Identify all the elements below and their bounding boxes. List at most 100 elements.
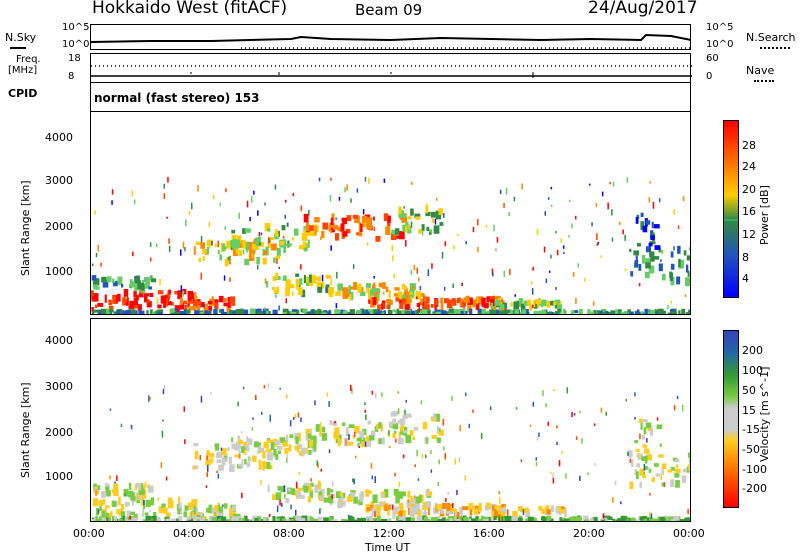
velocity-echo-cell [343,492,346,498]
power-echo-cell [404,291,410,301]
velocity-ytick-3000: 3000 [45,380,73,393]
power-echo-cell [224,298,227,303]
power-noise-cell [150,257,152,262]
velocity-noise-cell [522,509,525,515]
power-echo-cell [629,248,632,252]
power-noise-cell [673,246,675,251]
power-noise-cell [499,189,502,195]
velocity-echo-cell [332,421,337,427]
velocity-noise-cell [421,453,424,459]
velocity-echo-cell [478,503,482,512]
power-echo-cell [475,303,480,310]
velocity-echo-cell [371,430,376,436]
power-echo-cell [324,311,331,314]
velocity-ytick-4000: 4000 [45,334,73,347]
power-noise-cell [223,275,226,281]
power-echo-cell [490,299,495,306]
velocity-echo-cell [317,481,322,490]
velocity-echo-cell [218,512,224,517]
velocity-echo-cell [398,491,404,499]
power-echo-cell [635,217,639,224]
velocity-echo-cell [315,424,320,432]
power-colorbar [723,120,739,298]
velocity-noise-cell [566,387,568,394]
velocity-noise-cell [260,479,262,485]
velocity-echo-cell [193,506,196,515]
power-echo-cell [630,271,634,277]
velocity-noise-cell [416,449,418,457]
power-noise-cell [362,209,365,215]
velocity-echo-cell [356,437,362,442]
power-echo-cell [658,263,663,272]
power-echo-cell [208,310,212,314]
power-echo-cell [145,277,151,286]
power-echo-cell [325,274,331,279]
power-echo-cell [648,242,653,247]
power-echo-cell [358,229,363,237]
velocity-echo-cell [178,502,182,509]
power-noise-cell [595,203,598,207]
velocity-echo-cell [494,505,500,510]
power-echo-cell [223,311,228,314]
power-noise-cell [257,210,259,216]
velocity-noise-cell [687,508,689,514]
power-noise-cell [575,215,577,220]
power-echo-cell [496,299,499,303]
power-echo-cell [478,308,482,313]
power-echo-cell [205,311,208,314]
velocity-noise-cell [317,462,319,468]
nave-tick-bottom: 0 [706,71,713,82]
power-noise-cell [514,294,516,297]
velocity-echo-cell [290,518,294,521]
power-echo-cell [430,304,434,308]
velocity-noise-cell [241,492,243,499]
power-echo-cell [346,312,352,314]
velocity-echo-cell [400,422,404,432]
velocity-echo-cell [295,516,298,521]
velocity-echo-cell [272,516,276,521]
velocity-noise-cell [333,432,335,435]
power-echo-cell [402,312,405,314]
power-echo-cell [366,222,373,230]
velocity-echo-cell [334,432,339,440]
velocity-noise-cell [553,389,555,392]
velocity-noise-cell [184,439,186,444]
velocity-echo-cell [132,499,134,506]
velocity-echo-cell [258,459,261,464]
power-noise-cell [163,183,165,189]
power-echo-cell [415,216,421,220]
velocity-noise-cell [238,453,241,459]
power-echo-cell [687,270,690,277]
power-noise-cell [461,282,463,286]
velocity-noise-cell [328,401,330,407]
velocity-echo-cell [216,459,222,463]
power-noise-cell [577,263,579,268]
power-echo-cell [151,278,157,283]
power-echo-cell [187,292,192,301]
power-noise-cell [250,196,253,203]
power-echo-cell [366,309,370,313]
power-echo-cell [92,296,95,300]
power-echo-cell [408,299,412,304]
power-echo-cell [678,259,684,269]
power-echo-cell [256,311,263,314]
power-echo-cell [376,294,380,299]
power-echo-cell [272,276,277,281]
velocity-noise-cell [414,495,416,499]
velocity-noise-cell [556,441,558,446]
velocity-echo-cell [285,498,290,503]
power-echo-cell [307,230,313,236]
power-noise-cell [253,190,255,195]
velocity-echo-cell [120,511,126,520]
velocity-noise-cell [279,499,281,506]
power-echo-cell [321,230,325,239]
power-noise-cell [626,177,629,183]
power-echo-cell [670,277,675,286]
velocity-echo-cell [105,512,109,517]
power-noise-cell [513,196,516,202]
velocity-noise-cell [358,445,361,448]
power-echo-cell [231,234,237,241]
velocity-echo-cell [297,444,303,450]
power-echo-cell [428,230,432,235]
velocity-noise-cell [625,399,627,402]
